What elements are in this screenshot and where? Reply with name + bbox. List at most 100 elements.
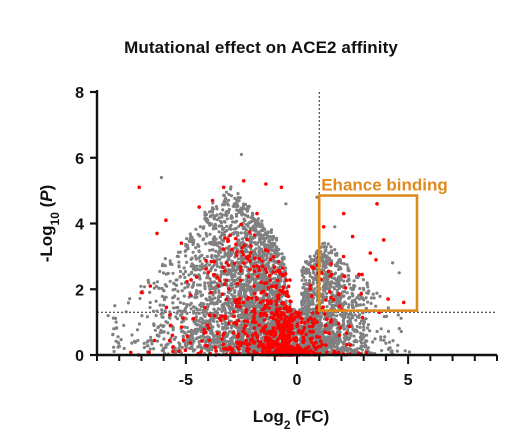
- data-point: [360, 348, 364, 352]
- data-point: [203, 281, 207, 285]
- data-point: [223, 230, 227, 234]
- data-point: [136, 338, 140, 343]
- highlighted-point: [234, 242, 238, 247]
- data-point: [250, 272, 254, 276]
- data-point: [214, 205, 219, 209]
- data-point: [362, 303, 366, 307]
- highlighted-point: [296, 343, 300, 348]
- highlighted-point: [221, 347, 226, 351]
- data-point: [215, 312, 219, 316]
- data-point: [208, 298, 212, 302]
- data-point: [272, 297, 277, 301]
- data-point: [357, 313, 362, 317]
- data-point: [168, 261, 172, 265]
- highlighted-point: [234, 236, 238, 241]
- data-point: [148, 347, 152, 351]
- data-point: [252, 277, 256, 281]
- highlighted-point: [248, 259, 252, 264]
- data-point: [257, 260, 261, 264]
- data-point: [382, 338, 386, 342]
- data-point: [238, 196, 242, 200]
- data-point: [276, 274, 280, 278]
- data-point: [142, 341, 146, 345]
- data-point: [350, 299, 354, 303]
- data-point: [342, 336, 346, 340]
- data-point: [249, 286, 253, 291]
- data-point: [111, 332, 115, 336]
- data-point: [246, 207, 250, 211]
- data-point: [218, 265, 222, 269]
- highlighted-point: [224, 278, 229, 283]
- data-point: [357, 293, 361, 297]
- data-point: [182, 325, 187, 329]
- data-point: [346, 274, 351, 278]
- data-point: [112, 327, 116, 331]
- data-point: [243, 250, 247, 254]
- highlighted-point: [238, 265, 243, 270]
- highlighted-point: [281, 266, 285, 270]
- data-point: [203, 217, 207, 221]
- data-point: [224, 322, 228, 326]
- data-point: [236, 192, 240, 196]
- data-point: [193, 329, 197, 333]
- data-point: [148, 300, 152, 305]
- highlighted-point: [284, 306, 289, 311]
- data-point: [241, 278, 245, 282]
- data-point: [339, 278, 343, 282]
- highlighted-point: [220, 292, 225, 297]
- data-point: [241, 240, 245, 244]
- data-point: [207, 349, 211, 353]
- highlighted-point: [275, 322, 280, 327]
- data-point: [163, 309, 167, 313]
- highlighted-point: [226, 287, 231, 291]
- highlighted-point: [261, 299, 265, 303]
- data-point: [231, 303, 235, 307]
- data-point: [113, 304, 117, 308]
- highlighted-point: [257, 323, 262, 328]
- data-point: [198, 259, 202, 263]
- highlighted-point: [274, 349, 278, 353]
- data-point: [366, 285, 370, 289]
- data-point: [335, 288, 339, 292]
- data-point: [244, 314, 248, 318]
- data-point: [322, 289, 326, 293]
- highlighted-point: [252, 269, 257, 274]
- data-point: [194, 337, 199, 341]
- highlighted-point: [170, 333, 175, 338]
- data-point: [364, 339, 368, 343]
- data-point: [247, 306, 251, 310]
- data-point: [252, 301, 256, 305]
- data-point: [194, 315, 199, 319]
- data-point: [117, 341, 121, 345]
- data-point: [253, 222, 257, 226]
- data-point: [185, 260, 189, 264]
- data-point: [237, 272, 241, 276]
- data-point: [203, 210, 207, 214]
- data-point: [364, 333, 369, 337]
- highlighted-point: [231, 331, 236, 335]
- highlighted-point: [263, 267, 268, 272]
- highlighted-point: [252, 326, 257, 330]
- highlighted-point: [274, 303, 279, 307]
- data-point: [227, 227, 231, 231]
- data-point: [248, 237, 252, 241]
- data-point: [218, 248, 222, 253]
- highlighted-point: [286, 294, 291, 299]
- data-point: [186, 330, 190, 334]
- data-point: [369, 296, 374, 300]
- data-point: [251, 212, 255, 216]
- data-point: [330, 280, 334, 284]
- data-point: [194, 246, 198, 250]
- highlighted-point: [257, 268, 262, 273]
- data-point: [222, 194, 226, 198]
- data-point: [397, 327, 401, 331]
- data-point: [235, 268, 239, 272]
- data-point: [358, 339, 363, 343]
- data-point: [155, 280, 160, 284]
- data-point: [349, 333, 353, 337]
- data-point: [226, 245, 231, 249]
- data-point: [181, 272, 186, 276]
- highlighted-point: [185, 279, 189, 284]
- data-point: [274, 252, 278, 256]
- highlighted-point: [276, 296, 281, 300]
